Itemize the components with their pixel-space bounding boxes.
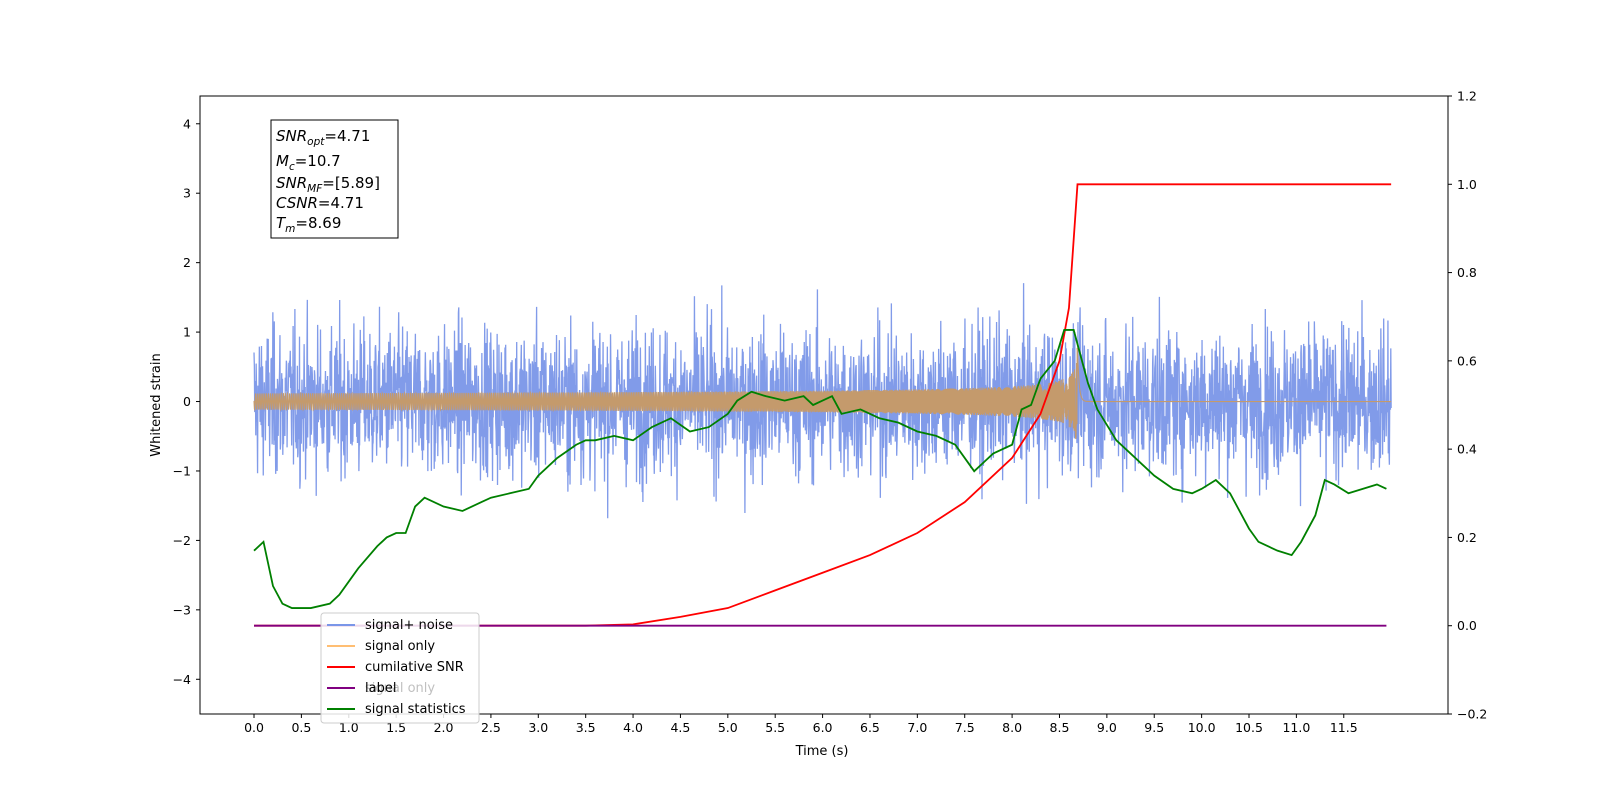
- x-tick-label: 6.5: [860, 720, 880, 735]
- x-tick-label: 4.5: [670, 720, 690, 735]
- y-axis-right: 1.2 1.0 0.8 0.6 0.4 0.2 0.0 −0.2: [1448, 89, 1487, 722]
- x-tick-label: 2.5: [481, 720, 501, 735]
- y-tick-label: 0: [183, 394, 191, 409]
- y-axis-left: 4 3 2 1 0 −1 −2 −3 −4: [173, 116, 200, 687]
- signal-only-line: [253, 347, 1392, 440]
- y-tick-label: 4: [183, 116, 191, 131]
- x-tick-label: 4.0: [623, 720, 643, 735]
- x-tick-label: 2.0: [434, 720, 454, 735]
- y-tick-label: −1: [173, 463, 191, 478]
- x-tick-label: 7.5: [955, 720, 975, 735]
- snr-opt-text: SNRopt=4.71: [276, 127, 370, 148]
- y-tick-label: 1: [183, 325, 191, 340]
- stats-annotation-box: SNRopt=4.71 Mc=10.7 SNRMF=[5.89] CSNR=4.…: [270, 119, 399, 239]
- legend-item-signal-only: signal only: [327, 639, 435, 654]
- y-tick-label: −4: [173, 672, 191, 687]
- legend-item-cumulative-snr: cumilative SNR: [327, 660, 464, 675]
- legend-label-ghost: signal only: [365, 681, 435, 696]
- legend-label: signal+ noise: [365, 618, 453, 633]
- y-right-tick-label: 0.8: [1457, 265, 1477, 280]
- legend-label: signal only: [365, 639, 435, 654]
- y-tick-label: 2: [183, 255, 191, 270]
- legend-item-label: signal only label: [327, 681, 435, 696]
- plot-frame: [199, 95, 1449, 715]
- x-tick-label: 11.5: [1330, 720, 1358, 735]
- legend-item-signal-noise: signal+ noise: [327, 618, 453, 633]
- y-right-tick-label: 1.0: [1457, 177, 1477, 192]
- tm-text: Tm=8.69: [276, 214, 341, 235]
- x-tick-label: 0.5: [291, 720, 311, 735]
- legend-label: cumilative SNR: [365, 660, 464, 675]
- y-right-tick-label: 0.0: [1457, 618, 1477, 633]
- legend-frame: [320, 612, 480, 724]
- x-tick-label: 5.5: [765, 720, 785, 735]
- y-right-tick-label: 0.6: [1457, 353, 1477, 368]
- x-tick-label: 10.5: [1235, 720, 1263, 735]
- x-tick-label: 8.5: [1050, 720, 1070, 735]
- x-tick-label: 11.0: [1282, 720, 1310, 735]
- x-tick-label: 6.0: [813, 720, 833, 735]
- x-tick-label: 5.0: [718, 720, 738, 735]
- mc-text: Mc=10.7: [276, 152, 341, 173]
- csnr-text: CSNR=4.71: [276, 194, 364, 212]
- x-axis: 0.0 0.5 1.0 1.5 2.0 2.5 3.0 3.5 4.0 4.5 5.0 5.5 6.0 6…: [244, 714, 1358, 735]
- y-axis-label: Whitened strain: [149, 353, 164, 456]
- y-tick-label: 3: [183, 186, 191, 201]
- x-tick-label: 10.0: [1188, 720, 1216, 735]
- y-right-tick-label: 0.4: [1457, 442, 1477, 457]
- x-tick-label: 3.0: [528, 720, 548, 735]
- x-tick-label: 0.0: [244, 720, 264, 735]
- y-right-tick-label: 0.2: [1457, 530, 1477, 545]
- x-tick-label: 9.5: [1144, 720, 1164, 735]
- signal-statistics-line: [253, 329, 1387, 609]
- x-tick-label: 1.5: [386, 720, 406, 735]
- x-tick-label: 1.0: [339, 720, 359, 735]
- x-tick-label: 7.0: [907, 720, 927, 735]
- y-tick-label: −2: [173, 533, 191, 548]
- annotation-frame: [270, 119, 399, 239]
- cumulative-snr-line: [254, 183, 1392, 627]
- legend-label: label: [365, 681, 396, 696]
- x-axis-label: Time (s): [795, 744, 849, 759]
- legend: signal+ noise signal only cumilative SNR…: [320, 612, 480, 724]
- legend-label: signal statistics: [365, 702, 466, 717]
- y-tick-label: −3: [173, 602, 191, 617]
- x-tick-label: 9.0: [1097, 720, 1117, 735]
- signal-only-series: [253, 347, 1392, 440]
- legend-item-signal-statistics: signal statistics: [327, 702, 466, 717]
- snr-mf-text: SNRMF=[5.89]: [276, 174, 380, 195]
- y-right-tick-label: 1.2: [1457, 89, 1477, 104]
- x-tick-label: 3.5: [576, 720, 596, 735]
- x-tick-label: 8.0: [1002, 720, 1022, 735]
- y-right-tick-label: −0.2: [1457, 707, 1487, 722]
